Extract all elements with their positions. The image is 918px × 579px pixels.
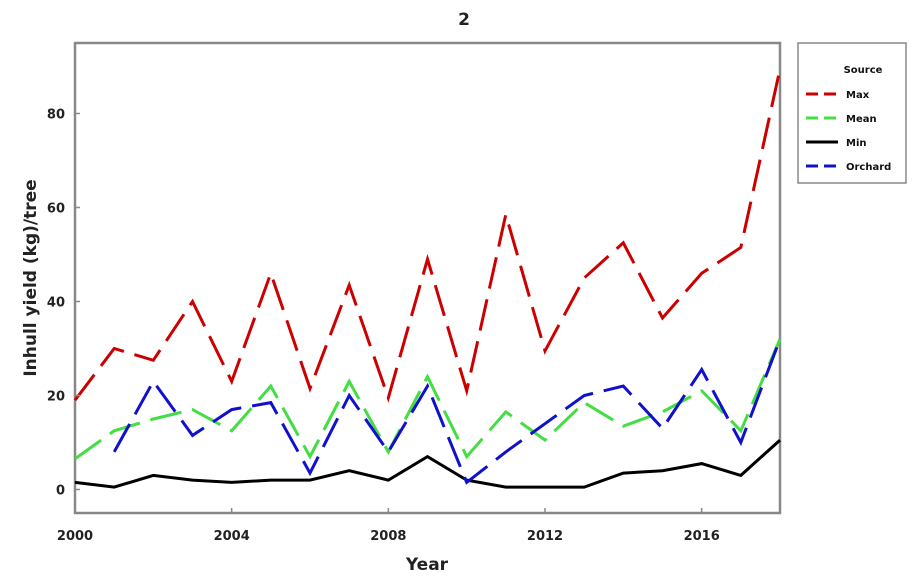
x-axis-label: Year [405,555,449,575]
y-axis-label: Inhull yield (kg)/tree [21,179,41,376]
plot-frame [73,41,782,515]
legend-box [797,42,907,184]
x-tick-label: 2012 [527,529,563,544]
legend-label-orchard: Orchard [846,162,891,173]
series-line-max [73,68,782,403]
legend: Source Max Mean Min Orchard [797,42,907,184]
series-layer [73,68,782,489]
x-tick-label: 2016 [684,529,720,544]
x-tick-label: 2000 [57,529,93,544]
x-tick-label: 2004 [214,529,250,544]
legend-items: Max Mean Min Orchard [806,90,891,173]
chart-title: 2 [458,10,470,30]
series-line-min [74,438,782,489]
legend-label-mean: Mean [846,114,877,125]
y-tick-label: 80 [47,108,65,123]
legend-label-max: Max [846,90,870,101]
y-tick-label: 60 [47,202,65,217]
x-tick-label: 2008 [370,529,406,544]
y-tick-label: 40 [47,296,65,311]
x-axis: 2000 2004 2008 2012 2016 [57,508,720,544]
series-line-mean [74,338,782,461]
series-line-orchard [112,338,782,485]
y-tick-label: 0 [56,484,65,499]
y-axis: 0 20 40 60 80 [47,108,80,499]
legend-title: Source [844,65,883,76]
legend-label-min: Min [846,138,867,149]
y-tick-label: 20 [47,390,65,405]
